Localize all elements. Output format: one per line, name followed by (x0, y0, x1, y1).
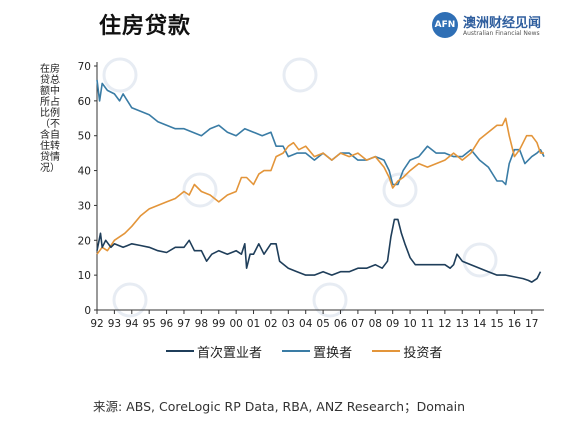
watermark-mark-2 (182, 172, 218, 208)
x-tick-label-09: 09 (386, 318, 399, 330)
x-tick-label-02: 02 (264, 318, 277, 330)
logo-name-cn: 澳洲财经见闻 (463, 16, 542, 31)
watermark-mark-5 (312, 282, 348, 318)
x-tick-label-15: 15 (490, 318, 503, 330)
legend-item-upgraders: 置换者 (282, 342, 352, 361)
x-tick-label-05: 05 (316, 318, 329, 330)
x-tick-label-93: 93 (108, 318, 121, 330)
x-tick-label-98: 98 (195, 318, 208, 330)
chart-title: 住房贷款 (99, 14, 192, 39)
x-tick-label-14: 14 (473, 318, 487, 330)
legend-label-investors: 投资者 (403, 345, 443, 361)
x-tick-label-01: 01 (247, 318, 260, 330)
legend-label-first-home-buyers: 首次置业者 (197, 345, 263, 361)
legend-swatch-first-home-buyers (166, 350, 194, 352)
x-tick-label-00: 00 (229, 318, 242, 330)
y-tick-label-30: 30 (78, 200, 91, 212)
y-tick-label-40: 40 (78, 166, 91, 178)
x-tick-label-07: 07 (351, 318, 364, 330)
series-line-upgraders (96, 79, 545, 186)
legend-item-investors: 投资者 (372, 342, 442, 361)
source-note: 来源: ABS, CoreLogic RP Data, RBA, ANZ Res… (93, 399, 466, 414)
x-tick-label-17: 17 (525, 318, 538, 330)
x-tick-label-13: 13 (456, 318, 469, 330)
x-tick-label-10: 10 (403, 318, 416, 330)
watermark-mark-4 (112, 282, 148, 318)
x-tick-label-99: 99 (212, 318, 225, 330)
logo-name-en: Australian Financial News (463, 30, 540, 37)
x-tick-label-95: 95 (142, 318, 155, 330)
y-tick-label-20: 20 (78, 235, 91, 247)
y-tick-label-70: 70 (78, 61, 91, 73)
logo-mark-icon: AFN (432, 12, 458, 38)
legend-swatch-investors (372, 350, 401, 352)
watermark-mark-6 (462, 242, 498, 278)
x-tick-label-11: 11 (421, 318, 434, 330)
x-tick-label-94: 94 (125, 318, 139, 330)
legend-label-upgraders: 置换者 (313, 345, 353, 361)
y-tick-label-60: 60 (78, 96, 91, 108)
watermark-mark-0 (102, 57, 138, 93)
watermark-mark-1 (282, 57, 318, 93)
legend-swatch-upgraders (282, 350, 311, 352)
x-tick-label-92: 92 (90, 318, 103, 330)
y-axis-label: 在房贷总额中所占比例（不含自住转贷情况） (40, 64, 60, 174)
y-tick-label-10: 10 (78, 270, 91, 282)
x-tick-label-96: 96 (160, 318, 174, 330)
legend: 首次置业者 置换者 投资者 (166, 341, 458, 361)
series-line-first-home-buyers (96, 218, 542, 283)
x-tick-label-06: 06 (334, 318, 348, 330)
watermark-layer (102, 57, 498, 318)
y-tick-label-50: 50 (78, 131, 91, 143)
x-tick-label-03: 03 (282, 318, 295, 330)
y-tick-label-0: 0 (84, 305, 91, 317)
x-tick-label-16: 16 (508, 318, 522, 330)
series-line-investors (96, 117, 544, 255)
x-tick-label-97: 97 (177, 318, 190, 330)
watermark-mark-3 (382, 172, 418, 208)
x-tick-label-12: 12 (438, 318, 451, 330)
series-layer (96, 79, 545, 283)
x-tick-label-04: 04 (299, 318, 313, 330)
legend-item-first-home-buyers: 首次置业者 (166, 342, 262, 361)
x-tick-label-08: 08 (369, 318, 382, 330)
